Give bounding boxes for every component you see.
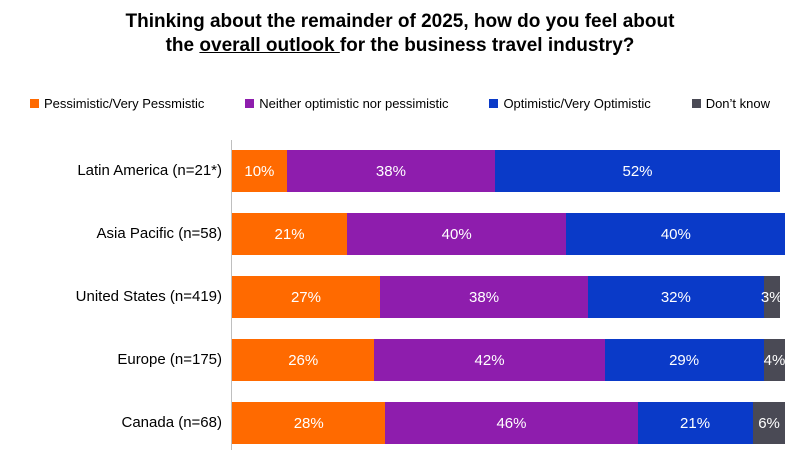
legend-swatch-optimistic <box>489 99 499 108</box>
category-label-united-states-n-419: United States (n=419) <box>75 288 222 305</box>
legend-item-neither: Neither optimistic nor pessimistic <box>245 96 449 111</box>
data-label: 32% <box>660 288 691 306</box>
bar-united-states-n-419-don-t-know: 3% <box>760 276 783 318</box>
stacked-bar-chart: Latin America (n=21*) 10% 38% 52% Asia Pacif… <box>0 140 800 460</box>
legend-label-optimistic: Optimistic/Very Optimistic <box>503 96 651 111</box>
title-emphasis: overall outlook <box>199 35 340 56</box>
bar-asia-pacific-n-58-neither-optimistic-nor-pessimistic: 40% <box>347 213 567 255</box>
legend-swatch-neither <box>245 99 255 108</box>
category-axis-line <box>231 140 232 450</box>
bar-united-states-n-419-optimistic-very-optimistic: 32% <box>588 276 764 318</box>
bar-canada-n-68-pessimistic-very-pessmistic: 28% <box>232 402 386 444</box>
bar-europe-n-175-don-t-know: 4% <box>763 339 786 381</box>
data-label: 26% <box>288 351 319 369</box>
data-label: 52% <box>622 162 653 180</box>
bar-europe-n-175-neither-optimistic-nor-pessimistic: 42% <box>374 339 605 381</box>
data-label: 29% <box>669 351 700 369</box>
data-label: 28% <box>293 414 324 432</box>
data-label: 38% <box>375 162 406 180</box>
data-label: 3% <box>760 288 783 306</box>
title-line-2: the overall outlook for the business tra… <box>0 34 800 58</box>
category-label-asia-pacific-n-58: Asia Pacific (n=58) <box>96 225 222 242</box>
legend-swatch-dont-know <box>691 99 701 108</box>
title-line-2-prefix: the <box>165 35 200 56</box>
data-label: 42% <box>474 351 505 369</box>
legend-swatch-pessimistic <box>30 99 39 108</box>
bar-asia-pacific-n-58-pessimistic-very-pessmistic: 21% <box>232 213 348 255</box>
legend: Pessimistic/Very Pessmistic Neither opti… <box>30 96 770 111</box>
title-line-2-suffix: for the business travel industry? <box>339 35 635 56</box>
data-label: 38% <box>469 288 500 306</box>
legend-label-pessimistic: Pessimistic/Very Pessmistic <box>44 96 205 111</box>
legend-label-neither: Neither optimistic nor pessimistic <box>259 96 449 111</box>
bar-canada-n-68-neither-optimistic-nor-pessimistic: 46% <box>385 402 638 444</box>
category-label-canada-n-68: Canada (n=68) <box>121 414 223 431</box>
bar-canada-n-68-optimistic-very-optimistic: 21% <box>637 402 753 444</box>
bar-asia-pacific-n-58-optimistic-very-optimistic: 40% <box>566 213 786 255</box>
chart-title: Thinking about the remainder of 2025, ho… <box>0 10 800 58</box>
data-label: 4% <box>763 351 786 369</box>
bar-latin-america-n-21-pessimistic-very-pessmistic: 10% <box>232 150 287 192</box>
legend-label-dont-know: Don’t know <box>705 96 770 111</box>
bar-europe-n-175-optimistic-very-optimistic: 29% <box>604 339 764 381</box>
bar-united-states-n-419-neither-optimistic-nor-pessimistic: 38% <box>379 276 589 318</box>
data-label: 21% <box>680 414 711 432</box>
category-label-latin-america-n-21: Latin America (n=21*) <box>77 162 222 179</box>
data-label: 21% <box>274 225 305 243</box>
bar-canada-n-68-don-t-know: 6% <box>752 402 786 444</box>
data-label: 40% <box>660 225 691 243</box>
bar-europe-n-175-pessimistic-very-pessmistic: 26% <box>232 339 375 381</box>
legend-item-dont-know: Don’t know <box>691 96 770 111</box>
legend-item-pessimistic: Pessimistic/Very Pessmistic <box>30 96 204 111</box>
bar-latin-america-n-21-neither-optimistic-nor-pessimistic: 38% <box>286 150 496 192</box>
data-label: 40% <box>441 225 472 243</box>
bar-latin-america-n-21-optimistic-very-optimistic: 52% <box>495 150 780 192</box>
data-label: 10% <box>244 162 275 180</box>
data-label: 46% <box>496 414 527 432</box>
title-line-1: Thinking about the remainder of 2025, ho… <box>125 11 675 32</box>
category-label-europe-n-175: Europe (n=175) <box>117 351 222 368</box>
bar-united-states-n-419-pessimistic-very-pessmistic: 27% <box>232 276 380 318</box>
legend-item-optimistic: Optimistic/Very Optimistic <box>489 96 651 111</box>
data-label: 6% <box>758 414 780 432</box>
data-label: 27% <box>290 288 321 306</box>
